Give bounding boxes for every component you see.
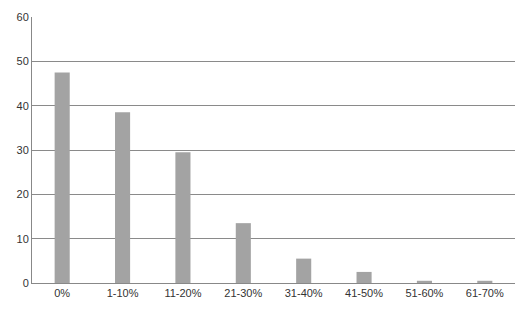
svg-text:60: 60 bbox=[17, 11, 29, 23]
svg-text:50: 50 bbox=[17, 55, 29, 67]
svg-text:0: 0 bbox=[23, 277, 29, 289]
svg-text:10: 10 bbox=[17, 233, 29, 245]
svg-text:31-40%: 31-40% bbox=[285, 287, 323, 299]
svg-text:51-60%: 51-60% bbox=[405, 287, 443, 299]
svg-text:41-50%: 41-50% bbox=[345, 287, 383, 299]
svg-text:21-30%: 21-30% bbox=[224, 287, 262, 299]
svg-text:20: 20 bbox=[17, 188, 29, 200]
svg-text:61-70%: 61-70% bbox=[466, 287, 504, 299]
svg-text:30: 30 bbox=[17, 144, 29, 156]
svg-text:11-20%: 11-20% bbox=[164, 287, 201, 299]
svg-text:1-10%: 1-10% bbox=[107, 287, 139, 299]
svg-text:0%: 0% bbox=[54, 287, 70, 299]
svg-text:40: 40 bbox=[17, 100, 29, 112]
